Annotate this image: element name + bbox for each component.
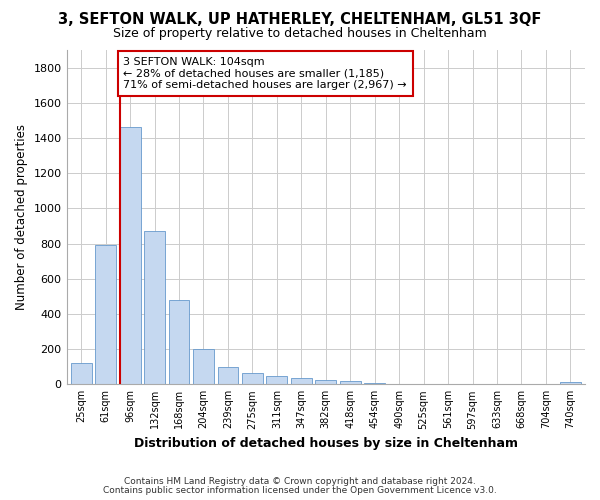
Y-axis label: Number of detached properties: Number of detached properties — [15, 124, 28, 310]
Bar — [193, 349, 214, 384]
Bar — [95, 246, 116, 384]
Bar — [560, 382, 581, 384]
Bar — [169, 300, 190, 384]
Text: Contains public sector information licensed under the Open Government Licence v3: Contains public sector information licen… — [103, 486, 497, 495]
Bar — [71, 363, 92, 384]
Bar — [242, 373, 263, 384]
Bar — [316, 380, 336, 384]
Bar — [144, 231, 165, 384]
Text: 3 SEFTON WALK: 104sqm
← 28% of detached houses are smaller (1,185)
71% of semi-d: 3 SEFTON WALK: 104sqm ← 28% of detached … — [124, 57, 407, 90]
Bar — [340, 381, 361, 384]
X-axis label: Distribution of detached houses by size in Cheltenham: Distribution of detached houses by size … — [134, 437, 518, 450]
Text: Size of property relative to detached houses in Cheltenham: Size of property relative to detached ho… — [113, 28, 487, 40]
Text: Contains HM Land Registry data © Crown copyright and database right 2024.: Contains HM Land Registry data © Crown c… — [124, 477, 476, 486]
Bar — [218, 366, 238, 384]
Bar — [266, 376, 287, 384]
Bar — [291, 378, 312, 384]
Bar — [120, 128, 140, 384]
Text: 3, SEFTON WALK, UP HATHERLEY, CHELTENHAM, GL51 3QF: 3, SEFTON WALK, UP HATHERLEY, CHELTENHAM… — [58, 12, 542, 28]
